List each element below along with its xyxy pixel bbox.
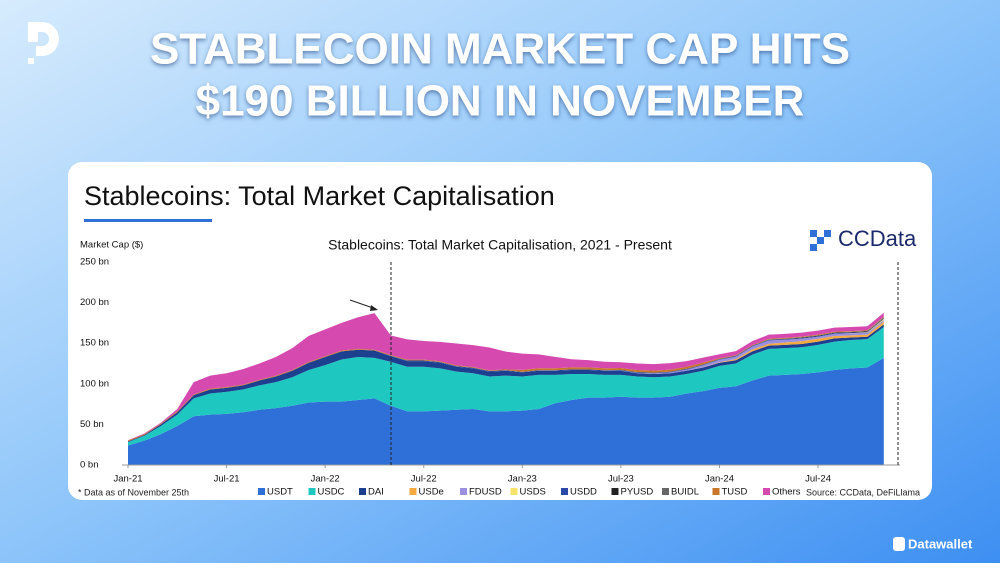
plot: USDT USDC DAI USDe FDUSD USDS USDD PYUSD BUIDL TU… <box>80 257 900 498</box>
legend-label: USDC <box>318 487 345 498</box>
x-tick-label: Jan-23 <box>508 474 537 485</box>
legend-swatch <box>359 488 366 495</box>
legend-swatch <box>763 488 770 495</box>
legend-swatch <box>712 488 720 495</box>
legend-swatch <box>460 488 467 495</box>
source: Source: CCData, DeFiLlama <box>806 487 920 497</box>
legend-label: DAI <box>368 487 384 498</box>
legend-swatch <box>308 488 316 495</box>
x-tick-label: Jan-21 <box>113 474 142 485</box>
arrow-head <box>370 305 378 311</box>
y-tick-label: 150 bn <box>80 338 109 349</box>
legend-label: BUIDL <box>671 487 699 498</box>
legend-swatch <box>258 488 265 495</box>
legend-label: Others <box>772 487 801 498</box>
y-tick-label: 100 bn <box>80 378 109 389</box>
area <box>128 357 884 465</box>
legend-swatch <box>561 488 568 495</box>
x-tick-label: Jul-24 <box>805 474 831 485</box>
legend-label: FDUSD <box>469 487 502 498</box>
legend-label: USDe <box>419 487 444 498</box>
underline <box>84 219 212 222</box>
area <box>128 326 884 446</box>
logo <box>28 22 59 64</box>
y-tick-label: 0 bn <box>80 460 99 471</box>
headline: $190 BILLION IN NOVEMBER <box>196 77 805 126</box>
chart-title: Stablecoins: Total Market Capitalisation… <box>328 237 672 253</box>
brand: Datawallet <box>908 536 973 551</box>
legend-label: TUSD <box>722 487 748 498</box>
y-tick-label: 250 bn <box>80 257 109 268</box>
legend-swatch <box>409 488 417 495</box>
y-tick-label: 50 bn <box>80 419 104 430</box>
area <box>128 312 884 441</box>
y-axis-label: Market Cap ($) <box>80 240 143 251</box>
legend-label: USDS <box>520 487 546 498</box>
legend-label: USDD <box>570 487 597 498</box>
x-tick-label: Jul-22 <box>411 474 437 485</box>
legend-swatch <box>611 488 619 495</box>
legend-label: USDT <box>267 487 293 498</box>
footnote: * Data as of November 25th <box>78 487 189 497</box>
x-tick-label: Jan-22 <box>311 474 340 485</box>
y-tick-label: 200 bn <box>80 297 109 308</box>
card-title: Stablecoins: Total Market Capitalisation <box>84 181 555 211</box>
x-tick-label: Jul-23 <box>608 474 634 485</box>
legend-swatch <box>510 488 518 495</box>
x-tick-label: Jan-24 <box>705 474 734 485</box>
ccdata-brand: CCData <box>838 226 917 251</box>
legend-label: PYUSD <box>621 487 654 498</box>
ccdata-logo <box>810 230 831 251</box>
x-tick-label: Jul-21 <box>214 474 240 485</box>
brand-footer: Datawallet <box>893 536 973 551</box>
headline: STABLECOIN MARKET CAP HITS <box>150 25 850 74</box>
legend-swatch <box>662 488 669 495</box>
